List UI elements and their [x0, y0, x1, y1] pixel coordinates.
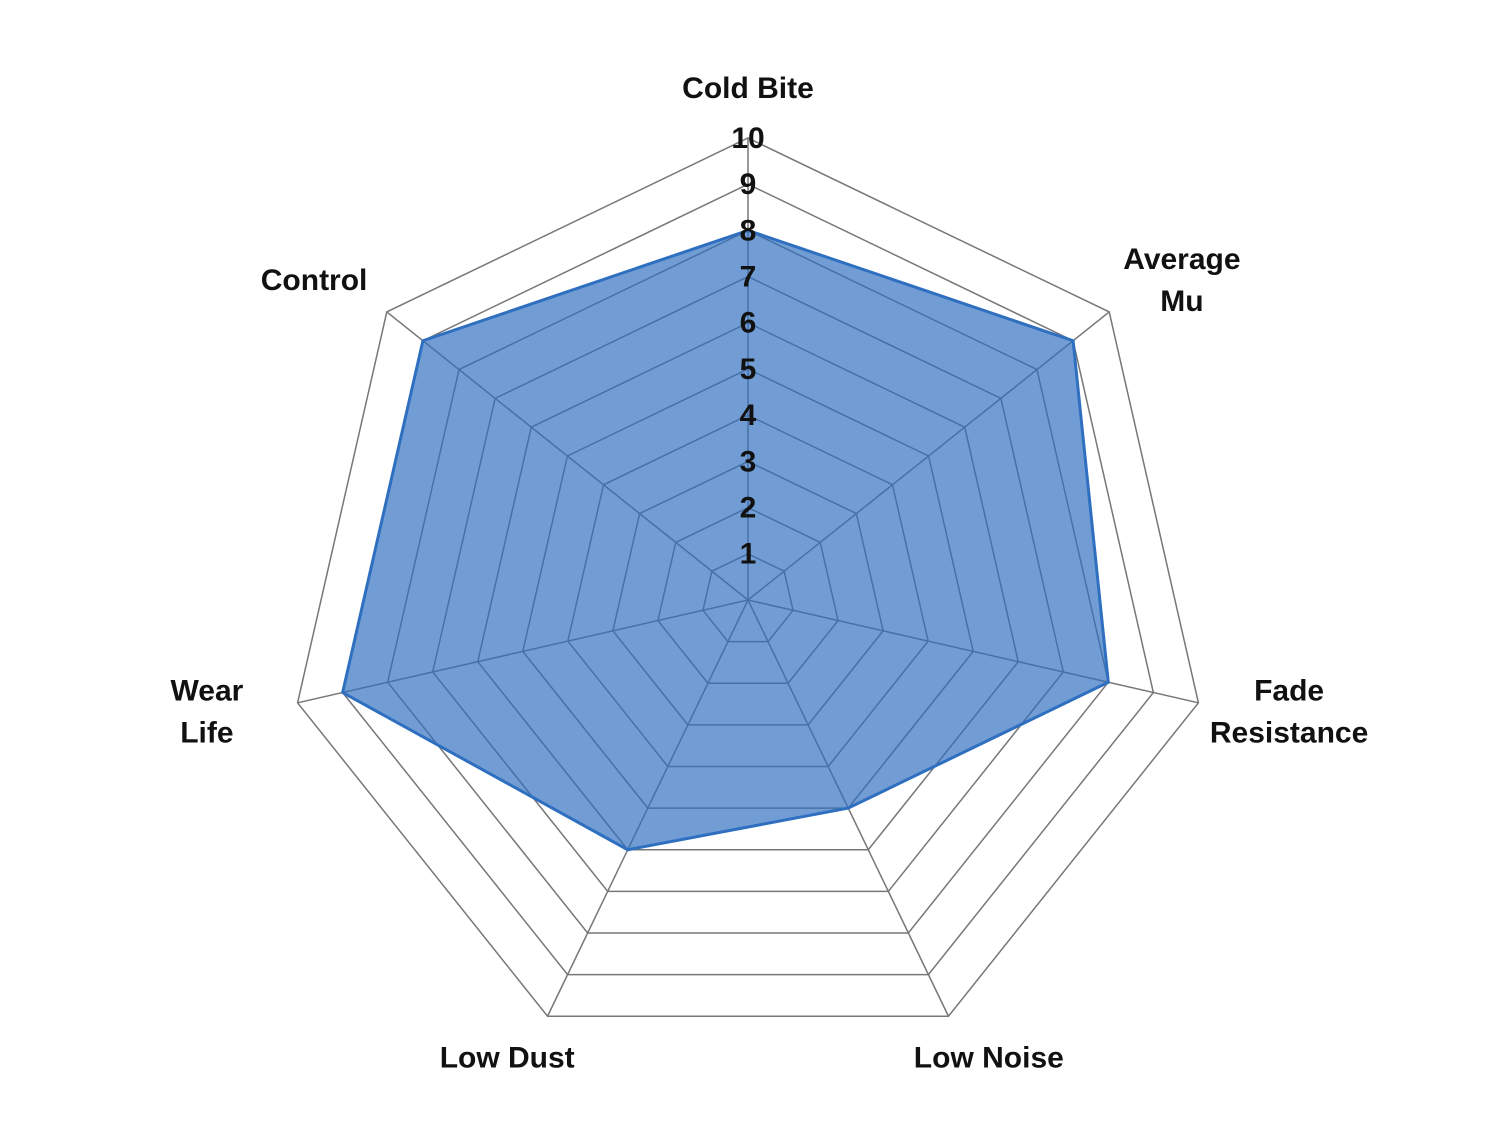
r-tick-label: 4 — [740, 399, 757, 432]
axis-label: Cold Bite — [682, 72, 814, 105]
r-tick-label: 8 — [740, 214, 757, 247]
series-area — [340, 228, 1110, 852]
r-tick-label: 7 — [740, 261, 757, 294]
axis-label: Fade Resistance — [1210, 674, 1368, 749]
axis-label: Wear Life — [171, 674, 244, 749]
grid-ring — [296, 137, 1200, 1017]
r-tick-label: 9 — [740, 168, 757, 201]
axis-label: Low Noise — [914, 1041, 1064, 1074]
r-tick-label: 10 — [731, 122, 764, 155]
r-tick-label: 6 — [740, 307, 757, 340]
r-tick-label: 3 — [740, 445, 757, 478]
axis-label: Low Dust — [440, 1041, 575, 1074]
r-tick-label: 2 — [740, 492, 757, 525]
axis-label: Control — [261, 264, 368, 297]
r-tick-label: 5 — [740, 353, 757, 386]
r-tick-label: 1 — [740, 538, 757, 571]
axis-label: Average Mu — [1123, 243, 1240, 318]
